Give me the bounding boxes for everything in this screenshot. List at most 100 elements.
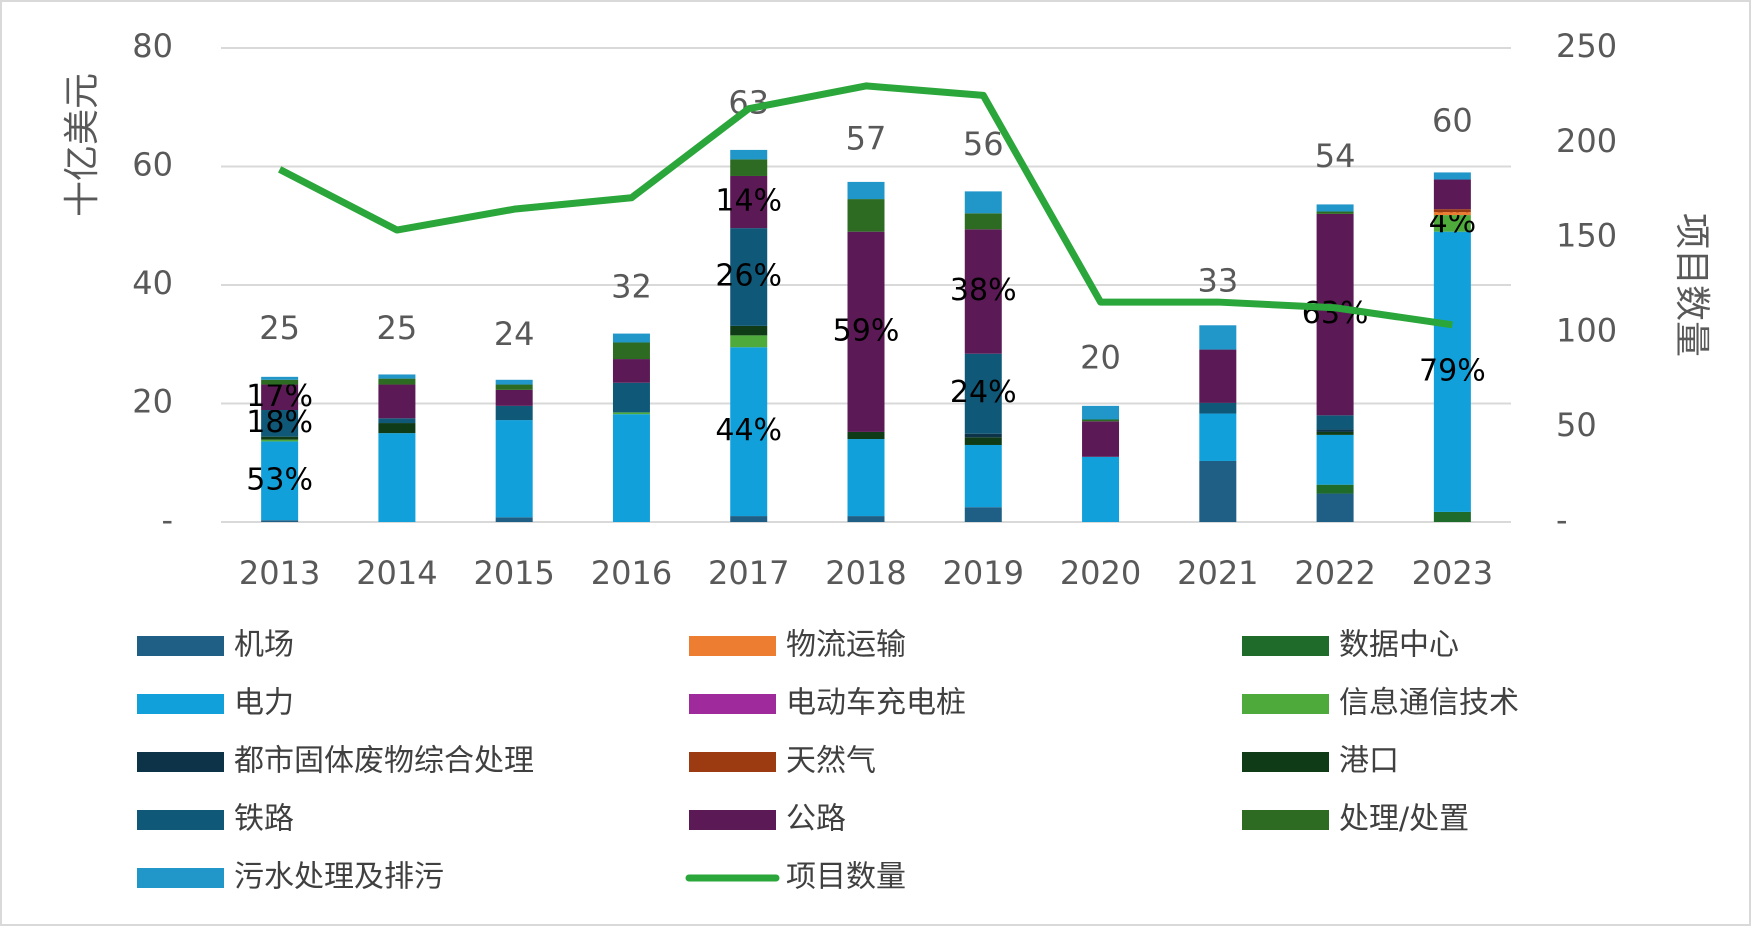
share-label: 14%: [715, 184, 782, 219]
bar-segment: [1316, 434, 1354, 485]
y2-tick-label: 150: [1556, 217, 1617, 255]
legend-swatch: [137, 636, 224, 656]
total-label: 24: [494, 315, 535, 353]
total-label: 60: [1432, 102, 1473, 140]
legend-swatch: [689, 752, 776, 772]
legend-swatch: [137, 752, 224, 772]
bar-segment: [730, 347, 768, 517]
bar-segment: [612, 342, 650, 360]
total-label: 25: [259, 309, 300, 347]
bar-segment: [730, 325, 768, 336]
total-label: 33: [1197, 261, 1238, 299]
x-tick-label: 2020: [1060, 554, 1141, 592]
bar-segment: [964, 191, 1002, 214]
bar-segment: [612, 412, 650, 415]
bar-segment: [378, 384, 416, 419]
bar-segment: [1199, 413, 1237, 461]
bar-segment: [1082, 456, 1120, 522]
bar-segment: [1316, 429, 1354, 432]
y-tick-label: 20: [132, 383, 173, 421]
bar-segment: [495, 405, 533, 421]
y-tick-label: 60: [132, 146, 173, 184]
bar-segment: [847, 439, 885, 517]
bar-segment: [1199, 349, 1237, 403]
bar-segment: [495, 389, 533, 406]
bar-segment: [495, 517, 533, 522]
share-label: 24%: [950, 375, 1017, 410]
share-label: 53%: [246, 462, 313, 497]
legend-label: 公路: [786, 802, 846, 837]
total-label: 56: [963, 125, 1004, 163]
bar-segment: [964, 444, 1002, 508]
share-label: 38%: [950, 273, 1017, 308]
bar-segment: [378, 433, 416, 522]
bar-segment: [1433, 209, 1471, 213]
legend-label: 天然气: [786, 744, 876, 779]
bar-segment: [261, 379, 299, 385]
bar-segment: [261, 384, 299, 411]
legend-label: 物流运输: [786, 628, 906, 663]
legend-swatch: [689, 810, 776, 830]
bar-segment: [612, 333, 650, 343]
legend-swatch: [1242, 810, 1329, 830]
share-label: 17%: [246, 379, 313, 414]
bar-segment: [378, 374, 416, 379]
share-label: 44%: [715, 413, 782, 448]
bar-segment: [1082, 421, 1120, 457]
total-label: 32: [611, 267, 652, 305]
bar-segment: [1433, 172, 1471, 180]
bar-segment: [847, 516, 885, 522]
legend-label: 处理/处置: [1339, 802, 1469, 837]
legend-swatch: [137, 694, 224, 714]
bar-segment: [964, 437, 1002, 445]
bar-segment: [261, 436, 299, 440]
bar-segment: [378, 423, 416, 434]
legend-label: 电力: [234, 686, 294, 721]
bar-segment: [730, 228, 768, 326]
legend-swatch: [689, 636, 776, 656]
x-tick-label: 2021: [1177, 554, 1258, 592]
legend-swatch: [689, 694, 776, 714]
bar-segment: [1316, 211, 1354, 214]
bar-segment: [261, 441, 299, 521]
x-tick-label: 2013: [239, 554, 320, 592]
bar-segment: [964, 213, 1002, 230]
legend-label: 信息通信技术: [1339, 686, 1519, 721]
bar-segment: [1082, 405, 1120, 420]
bar-segment: [612, 382, 650, 413]
bar-segment: [378, 418, 416, 424]
bar-segment: [495, 384, 533, 390]
y-tick-label: 80: [132, 27, 173, 65]
x-tick-label: 2015: [473, 554, 554, 592]
bar-segment: [1199, 402, 1237, 414]
total-label: 57: [846, 119, 887, 157]
bar-segment: [1433, 215, 1471, 232]
x-tick-label: 2019: [943, 554, 1024, 592]
bar-segment: [1316, 415, 1354, 430]
bar-segment: [847, 181, 885, 200]
bar-segment: [495, 420, 533, 518]
line-series: [278, 82, 1453, 329]
bar-segment: [1433, 212, 1471, 216]
bar-segment: [378, 378, 416, 385]
legend-label: 都市固体废物综合处理: [234, 744, 534, 779]
x-tick-label: 2016: [591, 554, 672, 592]
legend-swatch: [1242, 636, 1329, 656]
bar-segment: [730, 516, 768, 522]
y2-tick-label: 200: [1556, 122, 1617, 160]
y2-tick-label: 50: [1556, 406, 1597, 444]
share-label: 26%: [715, 259, 782, 294]
bar-segment: [730, 175, 768, 229]
bar-segment: [847, 199, 885, 232]
bar-segment: [1433, 511, 1471, 522]
x-tick-label: 2014: [356, 554, 437, 592]
legend-swatch: [137, 810, 224, 830]
bar-segment: [1316, 213, 1354, 416]
bar-segment: [964, 433, 1002, 438]
y2-axis-label: 项目数量: [1671, 213, 1712, 357]
y2-tick-label: -: [1556, 501, 1568, 539]
legend-label: 数据中心: [1339, 628, 1459, 663]
legend-label: 机场: [234, 628, 294, 663]
total-label: 54: [1315, 137, 1356, 175]
bar-segment: [1433, 231, 1471, 512]
